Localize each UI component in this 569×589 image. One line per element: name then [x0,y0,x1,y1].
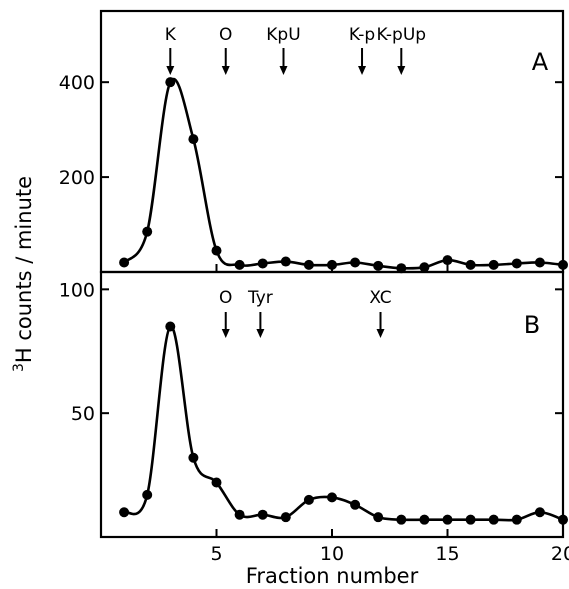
x-tick-label: 15 [435,543,459,565]
panel-a-data-point [511,258,522,269]
y-tick-label: 50 [71,403,95,425]
x-tick-label: 20 [551,543,569,565]
panel-b-data-point [534,507,545,518]
panel-a-data-point [558,259,568,270]
panel-b-data-point [442,514,453,525]
marker-label: O [219,25,232,45]
marker-label: K-pUp [377,25,427,45]
panel-a-data-point [280,256,291,267]
marker-arrow-head [166,66,175,75]
panel-a-data-point [257,258,268,269]
panel-a-data-point [534,257,545,268]
panel-b-data-point [419,514,430,525]
panel-a-data-point [327,259,337,270]
panel-a-data-point [303,259,314,270]
panel-b-data-point [211,477,222,488]
panel-b-data-point [350,499,361,510]
panel-b-data-point [396,514,407,525]
panel-b-data-point [280,512,291,523]
marker-label: K [165,25,177,45]
panel-b-data-point [373,512,384,523]
panel-b-data-point [558,514,568,525]
y-tick-label: 100 [59,279,95,301]
marker-arrow-head [279,66,288,75]
panel-a-label: A [532,48,549,76]
panel-b-data-point [511,514,522,525]
panel-a-plot: 200 400 K O KpU K-p K-pUp [59,25,568,274]
panel-a-series-line [122,77,565,270]
marker-arrow-head [221,329,230,338]
panel-b-data-point [303,494,314,505]
marker-arrow-head [221,66,230,75]
marker-arrow-head [256,329,265,338]
panel-b-data-point [327,492,337,503]
marker-label: O [219,288,232,308]
panel-b-series-line [122,325,565,522]
marker-arrow-head [376,329,385,338]
panel-a-data-point [396,263,407,274]
panel-a-data-point [465,259,476,270]
panel-a-data-point [442,255,453,266]
marker-label: XC [369,288,391,308]
panel-a-data-point [119,257,130,268]
marker-arrow-head [358,66,367,75]
panel-a-data-point [234,259,245,270]
panel-b-plot: 5 10 15 20 50 100 O Tyr XC [59,279,569,565]
panel-b-data-point [142,489,153,500]
panel-b-data-point [119,507,130,518]
panel-b-data-point [465,514,476,525]
marker-label: KpU [266,25,300,45]
panel-a-data-point [419,262,430,273]
x-tick-label: 5 [210,543,222,565]
y-axis-title-rest: H counts / minute [12,176,36,363]
marker-label: K-p [349,25,375,45]
y-axis-title: 3H counts / minute [11,176,36,372]
panel-a-data-point [142,226,153,237]
panel-a-data-point [488,259,499,270]
y-axis-title-sup: 3 [11,363,27,372]
panel-b-data-point [257,509,268,520]
panel-b-data-point [234,509,245,520]
panel-a-data-point [350,257,361,268]
panel-a-data-point [188,134,199,145]
y-tick-label: 400 [59,72,95,94]
panel-b-data-point [188,452,199,463]
x-tick-label: 10 [320,543,344,565]
marker-arrow-head [397,66,406,75]
y-tick-label: 200 [59,167,95,189]
panel-b-data-point [488,514,499,525]
panel-a-data-point [211,245,222,256]
marker-label: Tyr [247,288,273,308]
panel-a-data-point [373,260,384,271]
panel-b-data-point [165,321,176,332]
x-axis-title: Fraction number [246,564,419,588]
panel-b-label: B [524,311,540,339]
panel-a-data-point [165,77,176,88]
